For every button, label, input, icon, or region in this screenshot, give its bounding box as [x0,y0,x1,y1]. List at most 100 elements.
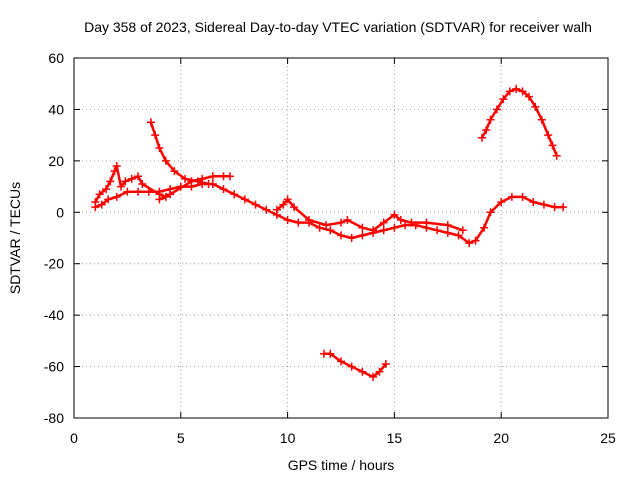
data-point [539,200,548,209]
data-point [204,180,213,188]
series-line [322,352,388,379]
chart-title: Day 358 of 2023, Sidereal Day-to-day VTE… [84,19,592,35]
data-point [102,185,111,194]
series-line [275,198,465,232]
data-point [219,185,228,194]
data-point [381,360,390,368]
data-point [315,223,324,232]
data-point [138,180,147,188]
data-point [358,223,367,232]
data-point [358,367,367,376]
data-point [134,187,143,196]
data-point [123,187,132,196]
x-tick-label: 5 [177,430,185,446]
data-point [294,218,303,227]
data-point [322,221,331,230]
data-point [106,177,115,186]
data-point [375,367,384,376]
data-point [155,195,164,204]
y-tick-label: -40 [44,307,64,323]
y-tick-labels: -80 -60 -40 -20 0 20 40 60 [44,50,64,426]
x-axis-title: GPS time / hours [288,457,395,473]
data-point [471,236,480,245]
data-point [337,218,345,227]
data-point [347,362,356,371]
data-point [97,200,106,209]
data-point [116,182,125,191]
data-point [251,200,260,209]
data-point [283,216,292,224]
data-point [146,118,155,127]
data-point [337,357,345,366]
data-point [91,198,100,206]
y-tick-label: -60 [44,359,64,375]
data-point [531,102,540,111]
data-point [443,221,452,230]
data-point [127,174,136,183]
data-point [486,115,495,124]
data-point [326,226,335,235]
data-point [166,190,175,199]
series-layer [91,84,568,381]
data-point [208,172,217,181]
series-negative-v [319,349,390,381]
data-point [343,216,352,224]
data-point [433,226,442,235]
data-point [240,195,249,204]
axis-ticks [73,57,609,419]
y-tick-label: 0 [56,204,64,220]
x-tick-label: 20 [493,430,509,446]
y-tick-label: 40 [48,101,64,117]
data-point [407,218,416,227]
y-tick-label: -80 [44,410,64,426]
data-point [155,144,164,152]
data-point [104,195,113,204]
data-point [396,216,405,224]
data-point [390,210,399,219]
data-point [559,203,568,212]
x-tick-label: 0 [70,430,78,446]
series-evening-arc [477,84,561,160]
data-point [134,172,143,181]
data-point [95,190,104,199]
data-point [529,198,538,206]
data-point [550,203,559,212]
data-point [225,172,234,181]
data-point [358,231,367,240]
y-axis-title: SDTVAR / TECUs [7,182,23,294]
x-tick-label: 25 [600,430,616,446]
data-point [304,216,313,224]
data-point [279,200,288,209]
data-point [505,87,514,96]
series-morning-decay [146,118,213,188]
data-point [544,131,553,140]
x-tick-label: 15 [387,430,403,446]
data-point [379,226,388,235]
data-point [151,131,160,140]
data-point [477,133,486,142]
data-point [518,87,527,96]
data-point [507,192,516,201]
data-point [390,223,399,232]
data-point [465,239,474,248]
x-tick-labels: 0 5 10 15 20 25 [70,430,616,446]
data-point [537,115,546,124]
data-point [290,203,299,212]
data-point [110,167,119,176]
data-point [518,192,527,201]
series-midday-bursts [272,195,467,235]
data-point [524,92,533,101]
y-tick-label: -20 [44,256,64,272]
data-point [112,192,121,201]
data-point [161,192,170,201]
data-point [170,167,179,176]
x-tick-label: 10 [280,430,296,446]
y-tick-label: 20 [48,153,64,169]
data-point [112,162,121,170]
data-point [379,218,388,227]
data-point [337,231,345,240]
data-point [262,205,271,214]
data-point [230,190,239,199]
data-point [482,126,491,134]
